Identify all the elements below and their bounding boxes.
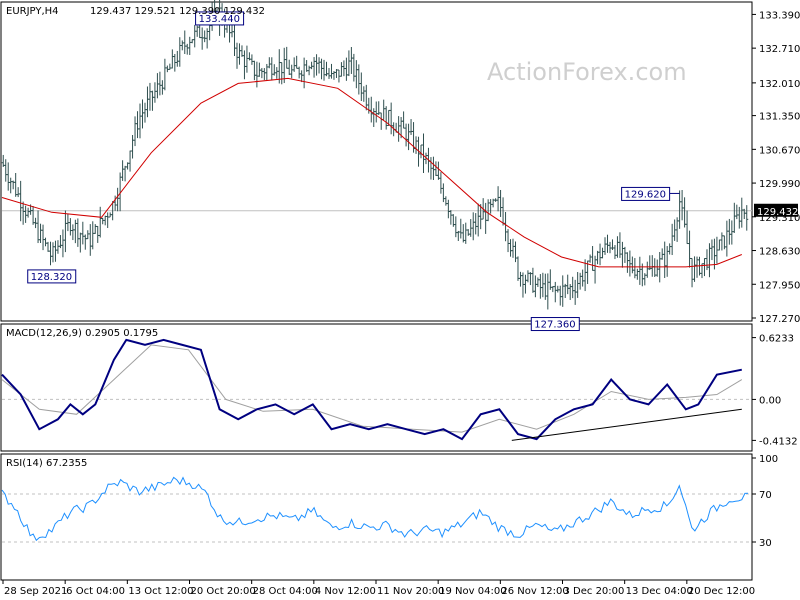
x-tick-label: 6 Oct 04:00 [66,586,125,597]
x-tick-label: 3 Dec 20:00 [564,586,625,597]
x-tick-label: 13 Dec 04:00 [626,586,693,597]
x-tick-label: 28 Sep 2021 [4,586,67,597]
macd-ytick-label: -0.4132 [759,436,798,447]
chart-symbol: EURJPY,H4 [6,6,59,17]
rsi-title: RSI(14) 67.2355 [6,458,87,469]
watermark: ActionForex.com [487,58,687,86]
rsi-ytick-label: 70 [759,490,772,501]
rsi-panel [0,453,753,581]
price-ytick-label: 132.710 [759,44,800,55]
price-ytick-label: 128.630 [759,247,800,258]
price-panel [0,1,753,322]
price-ytick-label: 133.390 [759,10,800,21]
price-annotation-label: 127.360 [534,320,575,331]
price-ytick-label: 132.010 [759,79,800,90]
price-ytick-label: 127.270 [759,314,800,325]
price-annotation-box [27,269,77,284]
macd-signal-line [1,344,743,433]
rsi-marks [1,476,752,543]
macd-ytick-label: 0.6233 [759,334,794,345]
price-ytick-label: 127.950 [759,280,800,291]
macd-line [1,338,742,441]
x-tick-label: 28 Oct 04:00 [253,586,318,597]
x-tick-label: 19 Nov 04:00 [439,586,506,597]
x-tick-label: 20 Oct 20:00 [191,586,256,597]
macd-trendline [511,408,742,441]
price-annotation-label: 133.440 [199,14,240,25]
axis-marks: 133.390 132.710 132.010 131.350 130.670 129.9… [2,10,800,597]
macd-ytick-label: 0.00 [759,395,781,406]
price-annotation-label: 129.620 [625,189,666,200]
macd-panel [0,323,753,452]
rsi-line [1,476,749,542]
rsi-ytick-label: 100 [759,454,778,465]
price-annotation-label: 128.320 [31,272,72,283]
rsi-ytick-label: 30 [759,538,772,549]
macd-marks [1,338,752,441]
x-tick-label: 20 Dec 12:00 [688,586,755,597]
moving-average-line [1,77,742,268]
x-tick-label: 4 Nov 12:00 [315,586,376,597]
macd-title: MACD(12,26,9) 0.2905 0.1795 [6,328,158,339]
price-annotation-box [530,317,580,332]
last-price-box [754,203,798,217]
price-ytick-label: 129.310 [759,213,800,224]
x-tick-label: 13 Oct 12:00 [128,586,193,597]
price-ytick-label: 129.990 [759,179,800,190]
chart-ohlc: 129.437 129.521 129.390 129.432 [90,6,265,17]
x-tick-label: 26 Nov 12:00 [501,586,568,597]
price-marks: 133.440 128.320 127.360 129.620 [1,0,752,332]
x-tick-label: 11 Nov 20:00 [377,586,444,597]
price-ytick-label: 130.670 [759,145,800,156]
price-ytick-label: 131.350 [759,112,800,123]
price-annotation-box [195,11,245,26]
last-price-label: 129.432 [757,207,798,218]
